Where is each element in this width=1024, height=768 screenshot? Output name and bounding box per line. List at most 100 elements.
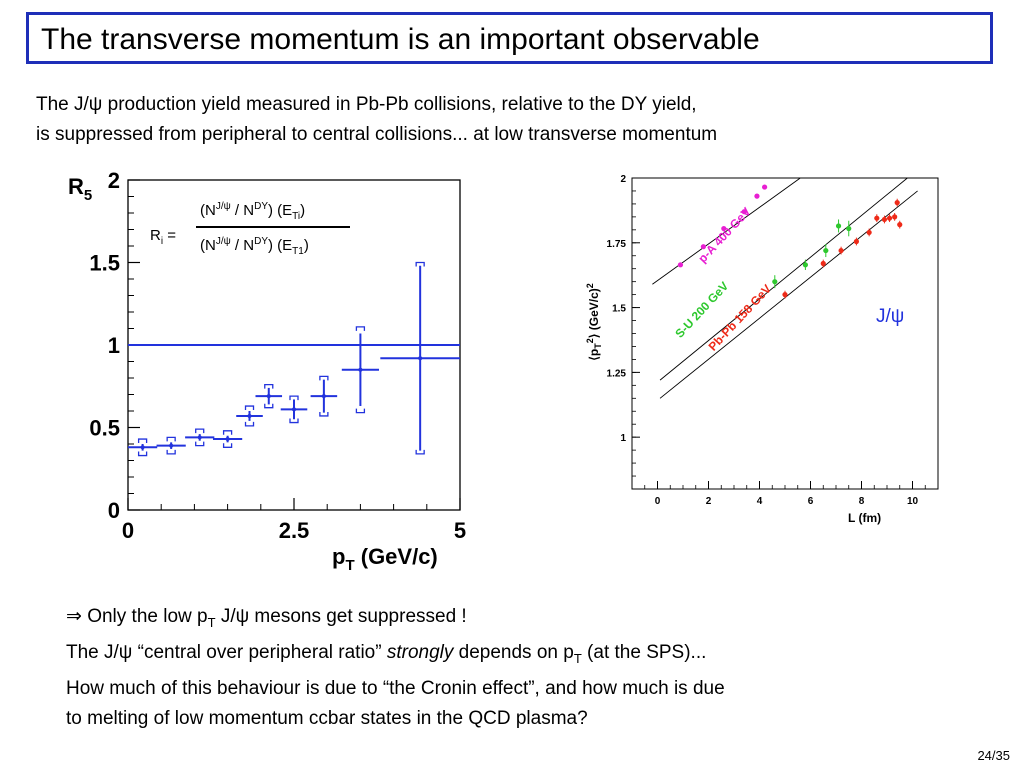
- x-axis-label: pT (GeV/c): [332, 544, 438, 574]
- data-point: [185, 428, 215, 447]
- systematic-bracket-top: [244, 405, 255, 411]
- point-marker: [881, 216, 888, 223]
- data-point: [866, 228, 872, 237]
- formula-lhs: Ri =: [150, 227, 176, 247]
- x-tick-label: 8: [859, 496, 865, 507]
- y-tick-label: 2: [108, 168, 120, 193]
- point-marker: [886, 215, 893, 221]
- systematic-bracket-bottom: [244, 421, 255, 427]
- data-point: [280, 395, 308, 424]
- systematic-bracket-bottom: [415, 449, 425, 455]
- point-marker: [772, 279, 778, 285]
- point-marker: [802, 262, 808, 268]
- formula-numerator: (NJ/ψ / NDY) (ETi): [200, 201, 305, 222]
- data-point: [762, 184, 768, 190]
- point-marker: [897, 222, 903, 228]
- fit-line: [659, 177, 908, 381]
- y-tick-label: 2: [620, 174, 626, 185]
- y-tick-label: 1.75: [607, 239, 627, 250]
- point-marker: [321, 394, 326, 399]
- y-tick-label: 1: [620, 433, 626, 444]
- y-tick-label: 1: [108, 333, 120, 358]
- x-tick-label: 6: [808, 496, 814, 507]
- data-point: [721, 225, 727, 232]
- conclusion-line-2: The J/ψ “central over peripheral ratio” …: [66, 641, 707, 666]
- suppression-vs-pt-chart: 0 0.5 1 1.5 2 0 2.5 5 R5 pT (GeV/c) Ri = (NJ/ψ …: [68, 168, 466, 574]
- point-marker: [892, 214, 898, 220]
- point-marker: [894, 200, 900, 206]
- intro-line-2: is suppressed from peripheral to central…: [36, 124, 718, 145]
- systematic-bracket-bottom: [264, 403, 274, 409]
- point-marker: [754, 193, 760, 199]
- data-point: [128, 438, 158, 457]
- data-point: [892, 212, 898, 221]
- data-point: [212, 430, 243, 448]
- point-marker: [853, 238, 859, 245]
- systematic-bracket-bottom: [355, 408, 366, 414]
- point-marker: [762, 184, 768, 190]
- point-marker: [700, 244, 706, 250]
- point-marker: [741, 209, 747, 215]
- point-marker: [866, 229, 872, 236]
- point-marker: [823, 247, 829, 254]
- y-tick-label: 0.5: [89, 416, 120, 441]
- data-point: [820, 259, 826, 268]
- systematic-bracket-top: [137, 438, 148, 444]
- conclusion-line-4: to melting of low momentum ccbar states …: [66, 707, 588, 729]
- x-axis-label-sub: T: [345, 557, 354, 574]
- y-axis-label-sub: 5: [84, 187, 92, 204]
- systematic-bracket-top: [319, 375, 329, 381]
- implies-arrow: ⇒: [66, 606, 82, 627]
- point-marker: [846, 225, 852, 232]
- point-marker: [266, 394, 271, 399]
- x-tick-label: 2: [706, 496, 712, 507]
- data-point: [802, 259, 808, 271]
- x-tick-label: 2.5: [279, 518, 310, 543]
- systematic-bracket-top: [195, 428, 205, 434]
- x-tick-label: 4: [757, 496, 763, 507]
- systematic-bracket-top: [264, 383, 274, 389]
- data-point: [846, 220, 852, 237]
- x-tick-label: 0: [122, 518, 134, 543]
- y-tick-label: 1.5: [612, 304, 626, 315]
- systematic-bracket-bottom: [166, 449, 176, 455]
- slide-title: The transverse momentum is an important …: [41, 23, 760, 56]
- y-axis-label: ⟨pT2⟩ (GeV/c)2: [585, 283, 603, 361]
- systematic-bracket-top: [166, 436, 176, 442]
- x-tick-label: 0: [655, 496, 661, 507]
- systematic-bracket-bottom: [137, 451, 148, 457]
- point-marker: [874, 215, 880, 221]
- jpsi-annotation: J/ψ: [876, 306, 904, 327]
- data-point: [894, 198, 900, 207]
- y-axis-label: R5: [68, 174, 92, 204]
- intro-line-1: The J/ψ production yield measured in Pb-…: [36, 94, 697, 115]
- y-tick-label: 1.25: [607, 368, 627, 379]
- series-label: p-A 400 GeV: [695, 205, 753, 266]
- point-marker: [835, 223, 842, 229]
- point-marker: [292, 407, 296, 412]
- point-marker: [721, 225, 727, 232]
- data-point: [886, 214, 893, 223]
- point-marker: [225, 437, 230, 442]
- x-tick-label: 5: [454, 518, 466, 543]
- point-marker: [782, 292, 788, 298]
- data-point: [881, 215, 888, 224]
- point-marker: [677, 262, 684, 268]
- systematic-bracket-bottom: [195, 441, 205, 447]
- systematic-bracket-bottom: [319, 411, 329, 417]
- point-marker: [358, 367, 363, 372]
- conclusion-line-3: How much of this behaviour is due to “th…: [66, 677, 725, 699]
- data-point: [310, 375, 338, 417]
- systematic-bracket-top: [415, 261, 425, 267]
- data-point: [677, 262, 684, 268]
- data-point: [782, 290, 788, 299]
- page-number: 24/35: [977, 748, 1010, 763]
- ratio-formula: Ri = (NJ/ψ / NDY) (ETi) (NJ/ψ / NDY) (ET…: [150, 201, 350, 257]
- fit-line: [652, 177, 801, 285]
- fit-line: [659, 190, 918, 399]
- x-axis-label-rest: (GeV/c): [355, 544, 438, 569]
- formula-denominator: (NJ/ψ / NDY) (ET1): [200, 236, 309, 257]
- point-marker: [247, 413, 252, 418]
- y-tick-label: 1.5: [89, 251, 120, 276]
